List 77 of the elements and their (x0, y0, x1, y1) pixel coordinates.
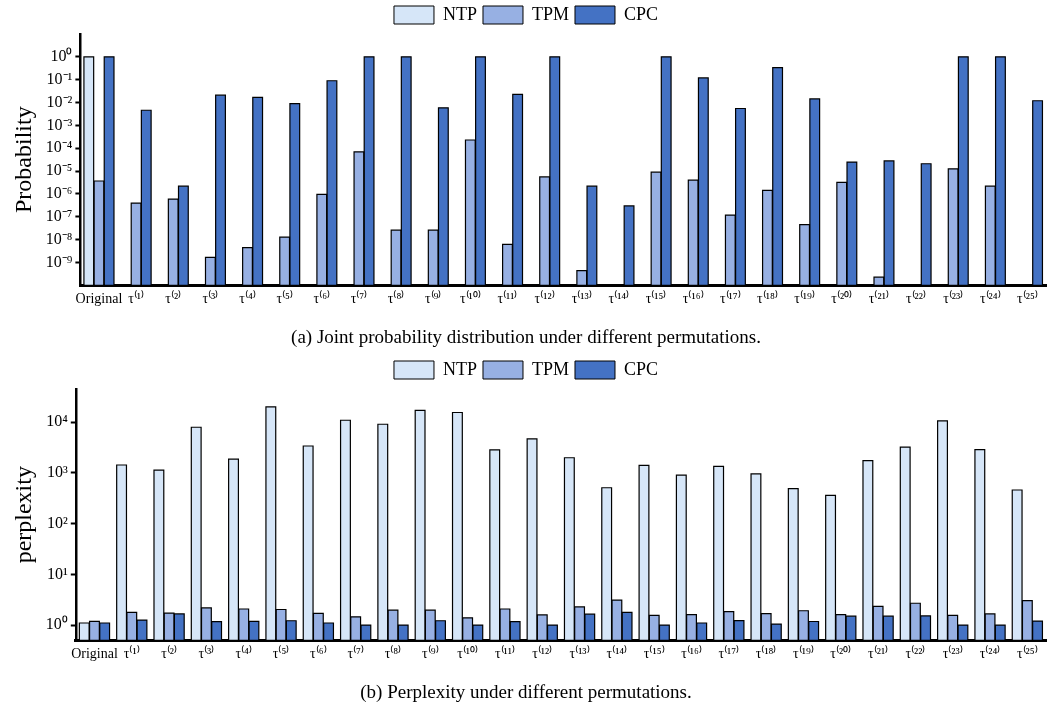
x-tick-label: τ⁽¹⁴⁾ (606, 645, 628, 662)
x-tick-label: τ⁽¹⁸⁾ (757, 290, 778, 307)
x-tick-label: τ⁽²⁾ (161, 645, 177, 662)
y-tick-label: 10⁻³ (46, 115, 73, 133)
y-tick-label: 10⁻⁷ (45, 207, 73, 225)
y-tick-label: 10⁰ (50, 47, 73, 65)
x-tick-label: τ⁽⁸⁾ (384, 645, 402, 662)
legend-label: CPC (624, 3, 659, 24)
x-tick-label: τ⁽¹⁷⁾ (718, 645, 740, 662)
x-tick-label: τ⁽²⁾ (165, 290, 182, 307)
x-tick-label: τ⁽⁹⁾ (422, 645, 439, 662)
x-tick-label: τ⁽¹⁴⁾ (608, 290, 630, 307)
x-tick-label: τ⁽⁶⁾ (313, 290, 331, 307)
x-tick-label: τ⁽¹⁵⁾ (645, 290, 667, 307)
y-tick-label: 10¹ (47, 564, 68, 582)
x-tick-label: τ⁽¹⁰⁾ (459, 290, 481, 307)
x-tick-label: τ⁽¹⁾ (123, 645, 140, 662)
y-tick-label: 10⁻⁴ (45, 138, 73, 156)
y-axis-title: Probability (9, 106, 36, 214)
x-tick-label: τ⁽¹³⁾ (571, 290, 592, 307)
x-tick-label: τ⁽²⁵⁾ (1017, 290, 1038, 307)
x-tick-label: τ⁽⁹⁾ (424, 290, 442, 307)
x-tick-label: τ⁽²²⁾ (905, 645, 926, 662)
x-tick-label: τ⁽²⁴⁾ (979, 645, 1001, 662)
x-tick-label: τ⁽¹⁵⁾ (643, 645, 665, 662)
text: (b) Perplexity under different permutations. (360, 680, 692, 703)
x-tick-label: τ⁽¹⁶⁾ (681, 645, 702, 662)
x-tick-label: τ⁽¹⁹⁾ (794, 290, 815, 307)
legend-label: TPM (531, 358, 569, 379)
x-tick-label: τ⁽²¹⁾ (868, 290, 889, 307)
y-tick-label: 10⁴ (46, 412, 69, 430)
y-tick-label: 10⁻⁸ (45, 229, 73, 247)
y-tick-label: 10⁻⁶ (45, 184, 73, 202)
x-tick-label: τ⁽⁵⁾ (276, 290, 293, 307)
x-tick-label: τ⁽²⁰⁾ (830, 645, 852, 662)
x-tick-label: τ⁽²³⁾ (942, 645, 963, 662)
x-tick-label: τ⁽¹¹⁾ (494, 645, 515, 662)
x-tick-label: τ⁽⁸⁾ (387, 290, 405, 307)
y-tick-label: 10³ (47, 463, 68, 481)
legend-label: NTP (442, 3, 477, 24)
x-tick-label: τ⁽²³⁾ (943, 290, 964, 307)
x-tick-label: τ⁽²⁴⁾ (979, 290, 1001, 307)
x-tick-label: τ⁽¹²⁾ (532, 645, 553, 662)
x-tick-label: τ⁽³⁾ (198, 645, 215, 662)
x-tick-label: τ⁽³⁾ (202, 290, 219, 307)
y-axis-title: perplexity (9, 466, 36, 564)
x-tick-label: τ⁽⁴⁾ (239, 290, 256, 307)
x-tick-label: τ⁽¹⁹⁾ (793, 645, 814, 662)
x-tick-label: Original (75, 291, 123, 307)
y-tick-label: 10⁻¹ (46, 69, 73, 87)
x-tick-label: Original (71, 646, 118, 662)
y-tick-label: 10² (47, 513, 68, 531)
x-tick-label: τ⁽²²⁾ (906, 290, 927, 307)
x-tick-label: τ⁽¹⁶⁾ (682, 290, 704, 307)
legend-label: NTP (442, 358, 477, 379)
y-tick-label: 10⁰ (45, 615, 68, 633)
y-tick-label: 10⁻⁹ (45, 252, 73, 270)
x-tick-label: τ⁽²¹⁾ (868, 645, 889, 662)
y-tick-label: 10⁻² (46, 92, 73, 110)
x-tick-label: τ⁽¹⁰⁾ (457, 645, 479, 662)
x-tick-label: τ⁽⁷⁾ (350, 290, 368, 307)
x-tick-label: τ⁽⁷⁾ (347, 645, 364, 662)
x-tick-label: τ⁽⁶⁾ (310, 645, 327, 662)
x-tick-label: τ⁽¹¹⁾ (497, 290, 518, 307)
x-tick-label: τ⁽⁵⁾ (272, 645, 290, 662)
text: (a) Joint probability distribution under different permutations. (291, 325, 761, 348)
x-tick-label: τ⁽¹²⁾ (534, 290, 555, 307)
y-tick-label: 10⁻⁵ (45, 161, 73, 179)
legend-label: CPC (624, 358, 659, 379)
x-tick-label: τ⁽¹³⁾ (569, 645, 590, 662)
x-tick-label: τ⁽¹⁸⁾ (755, 645, 777, 662)
legend-label: TPM (531, 3, 569, 24)
x-tick-label: τ⁽⁴⁾ (235, 645, 252, 662)
x-tick-label: τ⁽¹⁾ (128, 290, 144, 307)
x-tick-label: τ⁽¹⁷⁾ (719, 290, 741, 307)
x-tick-label: τ⁽²⁵⁾ (1016, 645, 1038, 662)
x-tick-label: τ⁽²⁰⁾ (831, 290, 853, 307)
